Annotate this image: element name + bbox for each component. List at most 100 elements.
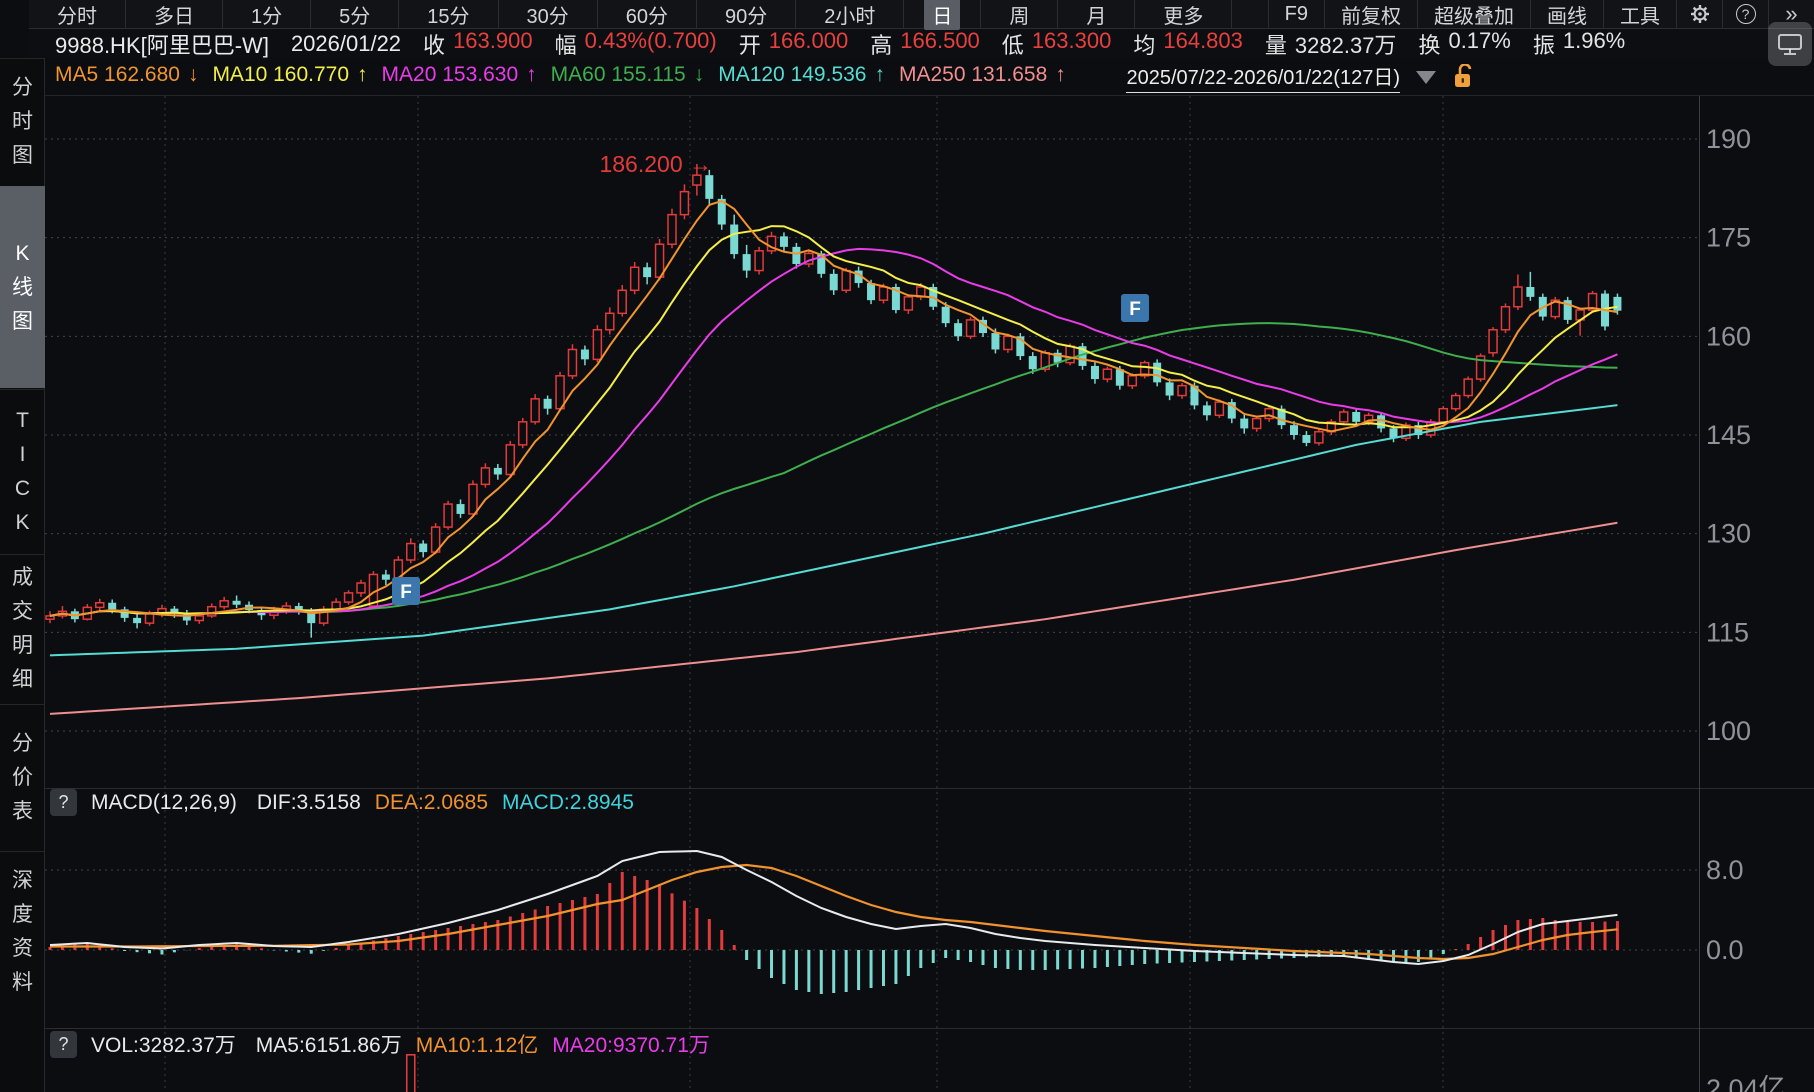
quote-field-幅: 幅 0.43%(0.700) bbox=[555, 28, 717, 60]
sidebar-item-char: 价 bbox=[12, 765, 33, 789]
tab-label: 5分 bbox=[339, 5, 371, 28]
quote-field-value: 166.500 bbox=[900, 27, 980, 53]
ma-legend-MA250: MA250 131.658 ↑ bbox=[899, 63, 1066, 87]
ma-legend-MA20: MA20 153.630 ↑ bbox=[382, 63, 537, 87]
help-badge-icon[interactable]: ? bbox=[50, 789, 77, 816]
quote-field-振: 振 1.96% bbox=[1533, 28, 1625, 60]
quote-field-value: 0.17% bbox=[1448, 27, 1511, 53]
sidebar-item-分价表[interactable]: 分价表 bbox=[0, 704, 45, 850]
vol-header-part: MA20:9370.71万 bbox=[552, 1034, 710, 1057]
macd-header-part: DIF:3.5158 bbox=[256, 790, 361, 814]
toolbar-action-前复权[interactable]: 前复权 bbox=[1324, 0, 1417, 28]
sidebar-item-char: 料 bbox=[12, 970, 33, 994]
vol-header-part: MA5:6151.86万 bbox=[255, 1034, 402, 1057]
sidebar-item-char: K bbox=[15, 510, 30, 534]
tab-60分[interactable]: 60分 bbox=[598, 0, 697, 28]
event-flag-label: F bbox=[400, 582, 412, 603]
volume-bars bbox=[405, 1054, 416, 1092]
price-axis-tick: 100 bbox=[1706, 716, 1751, 746]
sidebar-item-char: 图 bbox=[12, 144, 33, 167]
quote-field-量: 量 3282.37万 bbox=[1265, 28, 1397, 60]
tab-更多[interactable]: 更多 bbox=[1135, 0, 1233, 28]
tab-分时[interactable]: 分时 bbox=[29, 0, 126, 28]
sidebar-item-char: 时 bbox=[12, 110, 33, 133]
quote-field-收: 收 163.900 bbox=[423, 28, 533, 60]
event-flag-2[interactable]: F bbox=[1121, 294, 1149, 322]
tab-5分[interactable]: 5分 bbox=[311, 0, 400, 28]
quote-field-label: 量 bbox=[1264, 32, 1287, 58]
ma-legend-MA60: MA60 155.115 ↓ bbox=[551, 63, 705, 87]
tab-多日[interactable]: 多日 bbox=[126, 0, 223, 28]
toolbar-action-超级叠加[interactable]: 超级叠加 bbox=[1417, 0, 1530, 28]
event-flag-1[interactable]: F bbox=[392, 577, 420, 605]
tab-label: 90分 bbox=[725, 5, 768, 28]
toolbar-action-画线[interactable]: 画线 bbox=[1530, 0, 1603, 28]
sidebar-item-成交明细[interactable]: 成交明细 bbox=[0, 554, 45, 703]
quote-info-bar: 9988.HK[阿里巴巴-W] 2026/01/22 收 163.900 幅 0.43… bbox=[29, 27, 1814, 60]
macd-header-part: MACD(12,26,9) bbox=[91, 790, 237, 814]
price-axis-tick: 130 bbox=[1706, 519, 1751, 549]
tab-label: 更多 bbox=[1163, 5, 1204, 28]
toolbar-action-F9[interactable]: F9 bbox=[1267, 0, 1324, 28]
quote-field-value: 0.43%(0.700) bbox=[584, 27, 717, 53]
help-badge-icon[interactable]: ? bbox=[50, 1030, 77, 1058]
tab-label: 月 bbox=[1086, 5, 1107, 28]
screen-widget-overlay[interactable] bbox=[1768, 22, 1812, 66]
tab-90分[interactable]: 90分 bbox=[697, 0, 797, 28]
macd-axis-tick: 8.0 bbox=[1706, 855, 1744, 885]
quote-field-label: 开 bbox=[738, 32, 761, 58]
quote-field-value: 164.803 bbox=[1163, 27, 1243, 53]
sidebar-item-char: K bbox=[15, 241, 30, 265]
ma-legend-text: MA5 162.680 bbox=[55, 63, 180, 86]
ma-trend-arrow-icon: ↑ bbox=[526, 63, 537, 86]
chevron-down-icon[interactable] bbox=[1416, 70, 1436, 84]
tab-30分[interactable]: 30分 bbox=[499, 0, 598, 28]
ma-trend-arrow-icon: ↑ bbox=[357, 63, 368, 86]
ma20-line bbox=[49, 247, 1618, 617]
gear-icon[interactable] bbox=[1676, 0, 1722, 28]
vol-header-part: MA10:1.12亿 bbox=[415, 1034, 539, 1057]
price-axis-tick: 175 bbox=[1706, 223, 1751, 253]
ma-trend-arrow-icon: ↑ bbox=[874, 63, 886, 86]
date-range-widget[interactable]: 2025/07/22-2026/01/22(127日) bbox=[1126, 61, 1476, 93]
ma-legend-text: MA10 160.770 bbox=[212, 63, 350, 86]
quote-date: 2026/01/22 bbox=[290, 30, 402, 56]
peak-annotation: 186.200 → bbox=[599, 151, 712, 177]
tab-周[interactable]: 周 bbox=[981, 0, 1059, 28]
chevron-right-icon[interactable]: » bbox=[1768, 0, 1814, 28]
tab-label: 30分 bbox=[526, 5, 569, 28]
tab-2小时[interactable]: 2小时 bbox=[796, 0, 905, 28]
unlock-icon[interactable] bbox=[1452, 64, 1476, 90]
macd-dea-line bbox=[50, 863, 1618, 961]
quote-field-value: 163.900 bbox=[453, 27, 533, 53]
macd-header-part: MACD:2.8945 bbox=[502, 790, 634, 814]
quote-field-高: 高 166.500 bbox=[870, 28, 980, 60]
macd-panel-header: ? MACD(12,26,9) DIF:3.5158 DEA:2.0685 MACD:2… bbox=[50, 789, 634, 816]
macd-dif-line bbox=[49, 849, 1618, 966]
tab-label: 周 bbox=[1009, 5, 1030, 28]
tab-月[interactable]: 月 bbox=[1058, 0, 1136, 28]
sidebar-item-分时图[interactable]: 分时图 bbox=[0, 58, 45, 185]
price-axis-tick: 160 bbox=[1706, 321, 1751, 351]
toolbar-action-工具[interactable]: 工具 bbox=[1603, 0, 1676, 28]
help-icon[interactable]: ? bbox=[1722, 0, 1768, 28]
tab-label: 日 bbox=[924, 0, 961, 30]
date-range-text[interactable]: 2025/07/22-2026/01/22(127日) bbox=[1126, 61, 1400, 93]
quote-field-均: 均 164.803 bbox=[1133, 28, 1243, 60]
tab-15分[interactable]: 15分 bbox=[399, 0, 499, 28]
tab-label: 多日 bbox=[154, 5, 194, 28]
sidebar-item-char: 度 bbox=[12, 902, 33, 926]
axis-labels: 190 175 160 145 130 115 100 8.0 0.0 2.04亿 bbox=[1706, 124, 1786, 1092]
sidebar-item-char: I bbox=[19, 442, 26, 466]
sidebar-item-char: 细 bbox=[12, 668, 33, 691]
symbol-name: 9988.HK[阿里巴巴-W] bbox=[55, 32, 269, 58]
ma-trend-arrow-icon: ↑ bbox=[1055, 63, 1066, 86]
tab-1分[interactable]: 1分 bbox=[223, 0, 312, 28]
tab-日[interactable]: 日 bbox=[904, 0, 982, 30]
sidebar-item-深度资料[interactable]: 深度资料 bbox=[0, 851, 45, 1011]
